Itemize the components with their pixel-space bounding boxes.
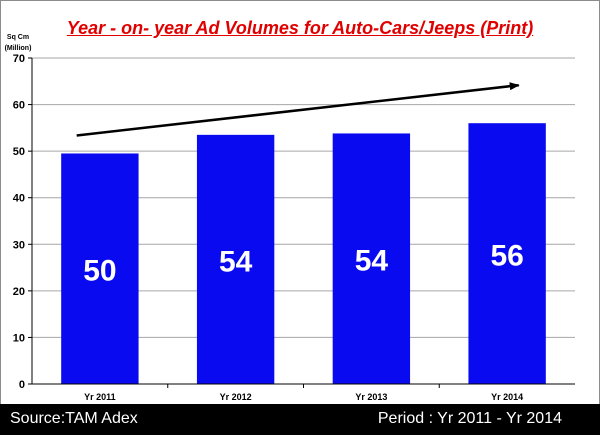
- period-text: Period : Yr 2011 - Yr 2014: [377, 410, 562, 427]
- bar-data-label: 56: [490, 240, 523, 273]
- y-axis-unit-label: Sq Cm (Million): [2, 32, 34, 54]
- x-tick-label: Yr 2013: [355, 392, 387, 402]
- y-tick-label: 70: [13, 53, 25, 65]
- bar: [61, 153, 139, 384]
- y-tick-labels: 0 10 20 30 40 50 60 70: [13, 53, 32, 391]
- y-axis-unit-line-2: (Million): [4, 45, 32, 52]
- bar-data-label: 50: [83, 255, 116, 288]
- bar-data-label: 54: [355, 245, 389, 278]
- y-tick-label: 0: [19, 379, 25, 391]
- footer-bar: Source:TAM Adex Period : Yr 2011 - Yr 20…: [0, 404, 600, 435]
- chart-title: Year - on- year Ad Volumes for Auto-Cars…: [66, 18, 534, 38]
- y-tick-label: 60: [13, 100, 25, 112]
- bar: [196, 134, 275, 384]
- bar: [332, 133, 411, 384]
- bar: [468, 123, 546, 384]
- y-tick-label: 10: [13, 332, 25, 344]
- source-text: Source:TAM Adex: [10, 410, 138, 427]
- y-tick-label: 40: [13, 193, 25, 205]
- y-tick-label: 50: [13, 146, 25, 158]
- bar-data-labels: 50 54 54 56: [83, 240, 524, 288]
- y-tick-label: 30: [13, 239, 25, 251]
- bar-data-label: 54: [219, 245, 253, 278]
- bars: [61, 123, 546, 384]
- x-tick-label: Yr 2012: [220, 392, 252, 402]
- y-axis-unit-line-1: Sq Cm: [6, 34, 30, 41]
- x-tick-label: Yr 2014: [491, 392, 523, 402]
- x-tick-label: Yr 2011: [84, 392, 116, 402]
- trend-arrow: [76, 82, 520, 137]
- x-tick-labels: Yr 2011 Yr 2012 Yr 2013 Yr 2014: [84, 384, 523, 402]
- y-tick-label: 20: [13, 286, 25, 298]
